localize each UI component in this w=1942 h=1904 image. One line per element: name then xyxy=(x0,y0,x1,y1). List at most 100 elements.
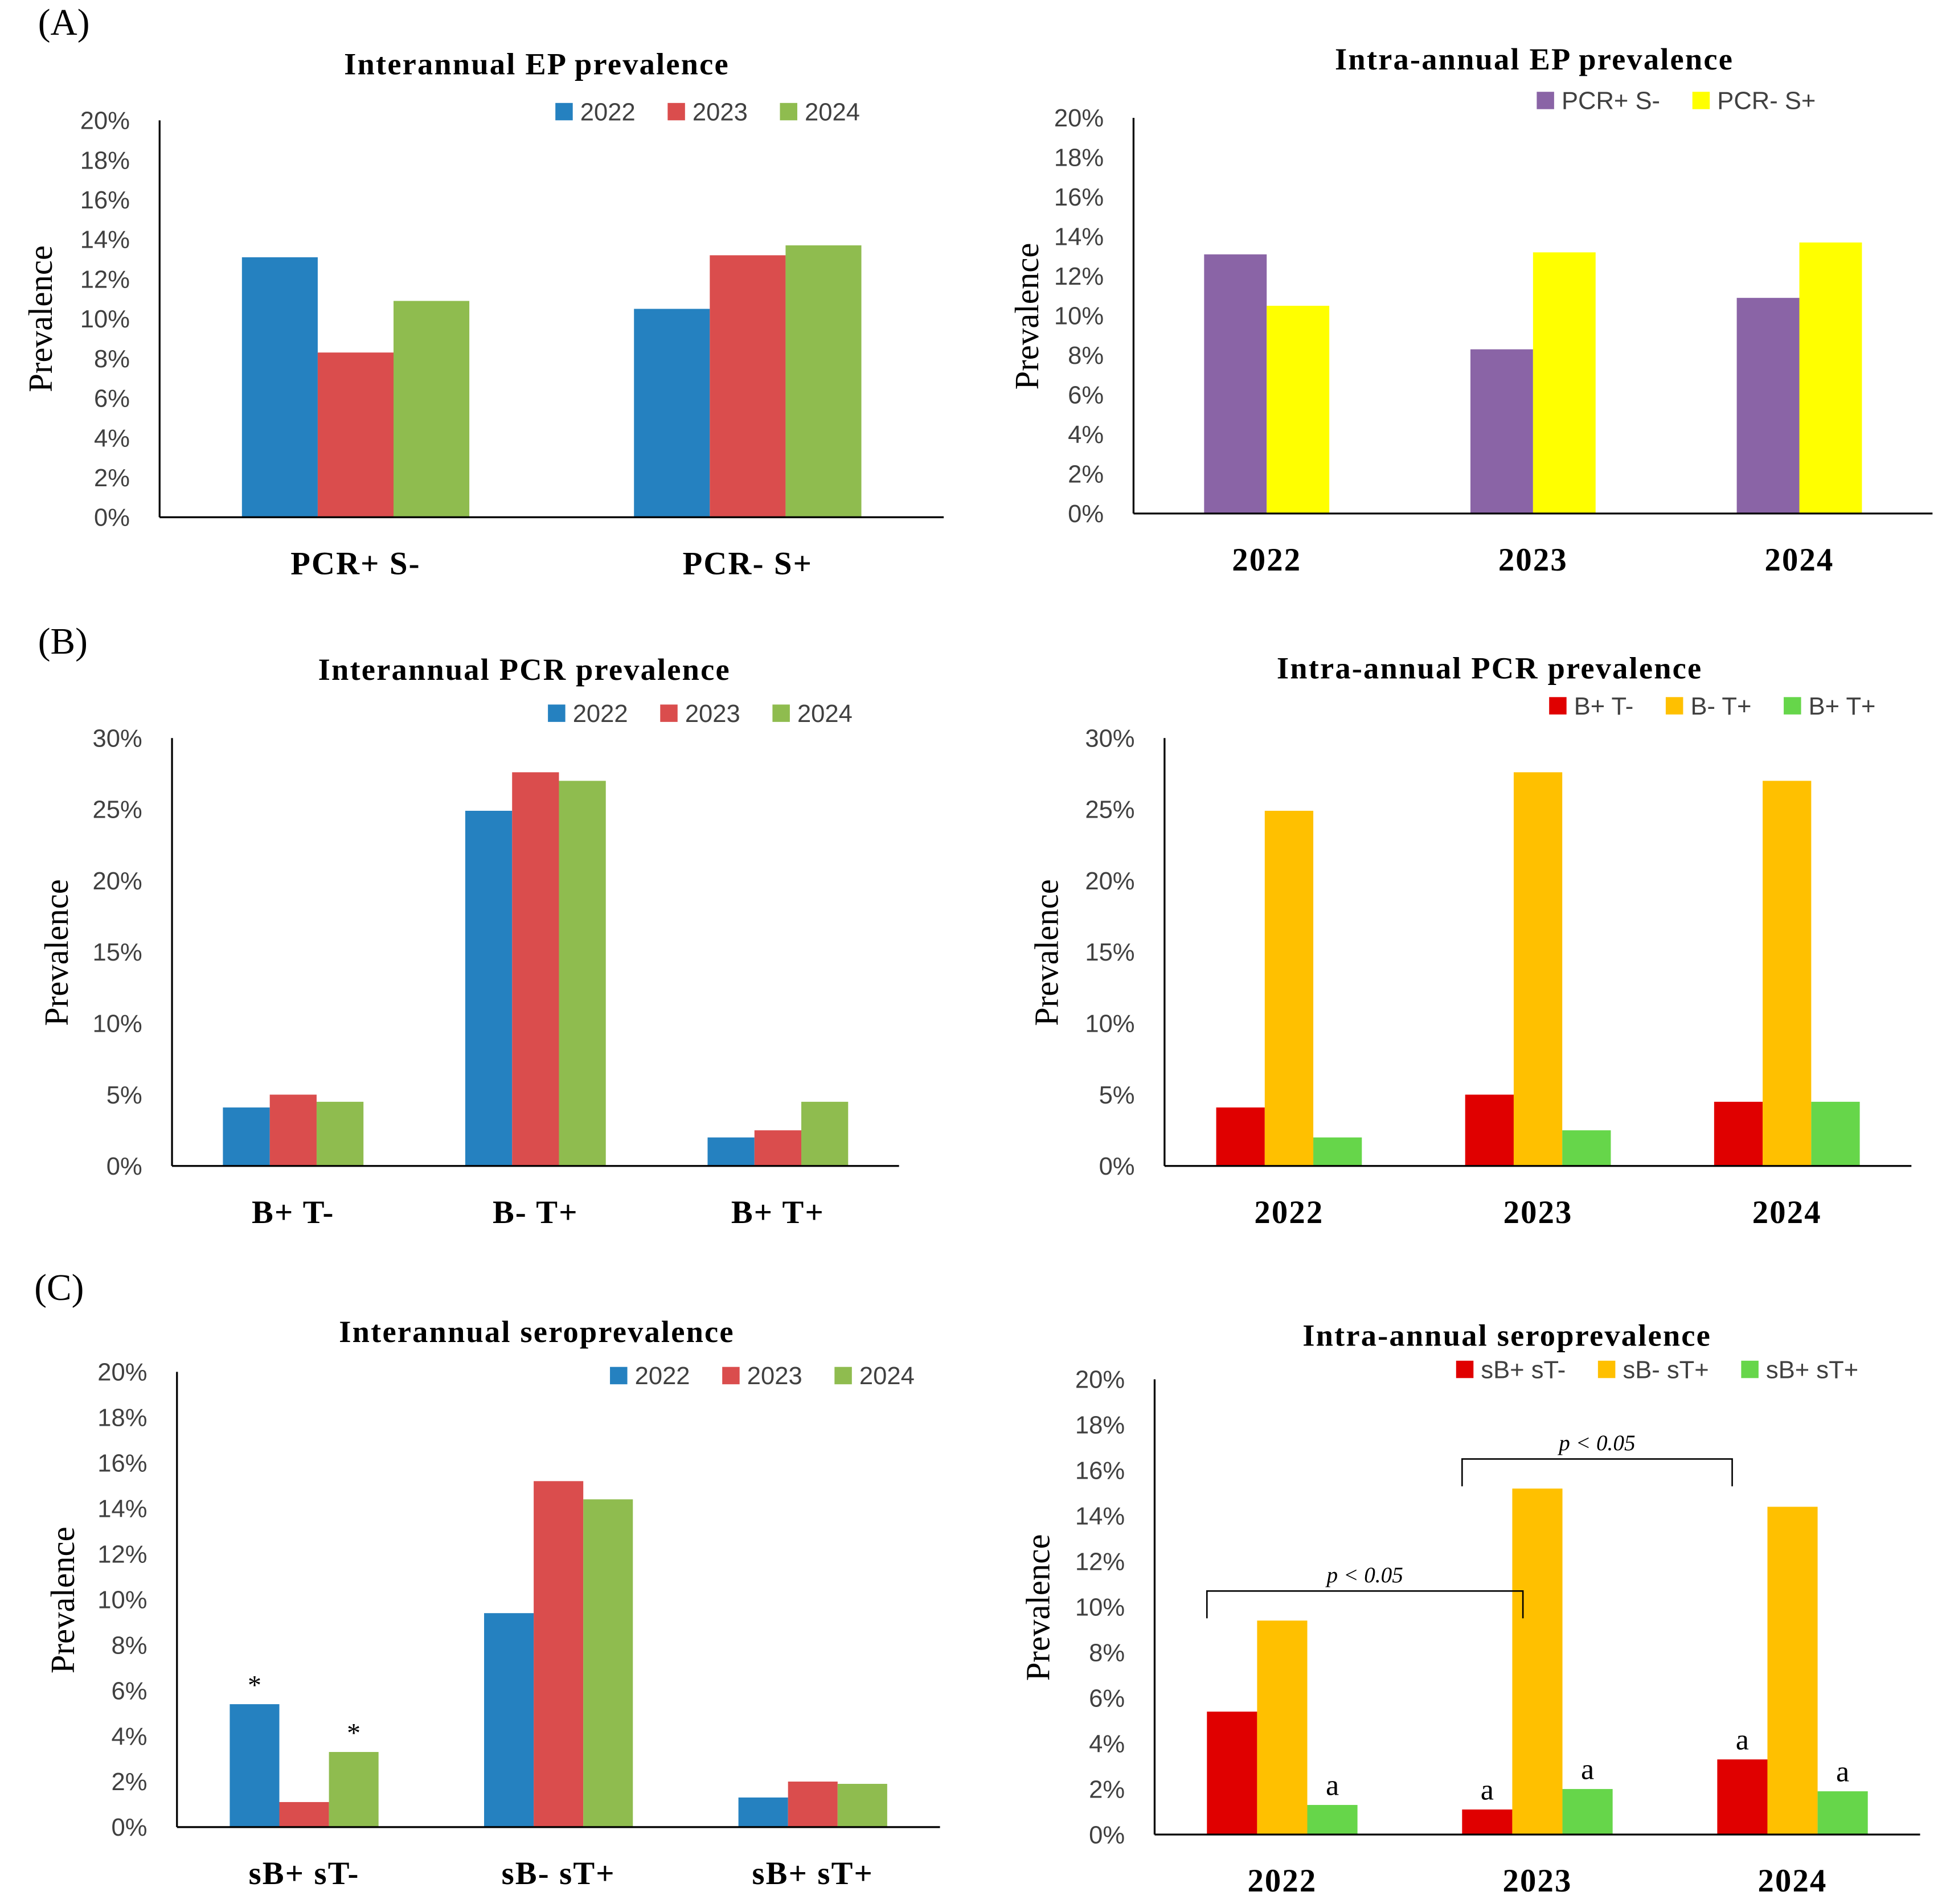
legend-entry: 2024 xyxy=(797,700,853,728)
y-tick-label: 16% xyxy=(80,187,130,214)
legend-swatch xyxy=(555,102,573,121)
legend-swatch xyxy=(1741,1360,1759,1378)
y-tick-label: 4% xyxy=(1089,1730,1125,1758)
bar-BT-2024 xyxy=(1763,781,1812,1166)
bar-PCRS-2023 xyxy=(1533,252,1596,514)
y-axis-label: Prevalence xyxy=(22,245,59,392)
y-tick-label: 18% xyxy=(97,1405,147,1432)
y-tick-label: 14% xyxy=(97,1496,147,1523)
chart-title: Interannual EP prevalence xyxy=(344,47,730,81)
chart-panel-0: (A) Interannual EP prevalence Prevalence 0%… xyxy=(22,2,944,582)
bar-2022-PCRS xyxy=(634,309,710,518)
legend-swatch xyxy=(548,704,566,722)
bar-sBsT-2023 xyxy=(1512,1488,1563,1835)
bar-PCRS-2022 xyxy=(1204,254,1267,514)
legend-swatch xyxy=(667,102,685,121)
y-tick-label: 16% xyxy=(97,1450,147,1478)
significance-marker: a xyxy=(1481,1774,1494,1807)
y-axis-label: Prevalence xyxy=(1029,879,1066,1026)
y-tick-label: 6% xyxy=(1068,382,1104,409)
bar-2024-BT xyxy=(559,781,606,1166)
bar-sBsT-2022 xyxy=(1257,1620,1308,1835)
legend-swatch xyxy=(1549,697,1567,715)
x-tick-label: B+ T+ xyxy=(731,1195,825,1230)
bar-sBsT-2022 xyxy=(1207,1712,1257,1835)
y-tick-label: 8% xyxy=(1068,342,1104,370)
y-tick-label: 2% xyxy=(1068,461,1104,489)
y-tick-label: 0% xyxy=(94,504,130,532)
legend-entry: B- T+ xyxy=(1690,693,1751,720)
significance-marker: a xyxy=(1836,1755,1849,1788)
x-tick-label: 2023 xyxy=(1498,543,1568,578)
bar-BT-2022 xyxy=(1264,810,1314,1166)
bar-PCRS-2022 xyxy=(1267,306,1330,514)
bar-2024-sBsT xyxy=(837,1783,887,1827)
bar-2024-sBsT xyxy=(583,1499,633,1827)
significance-marker: a xyxy=(1736,1724,1749,1757)
y-tick-label: 0% xyxy=(1068,500,1104,528)
y-axis-label: Prevalence xyxy=(1019,1534,1056,1681)
y-tick-label: 14% xyxy=(1054,224,1104,251)
y-tick-label: 20% xyxy=(1075,1367,1125,1394)
legend-entry: B+ T- xyxy=(1574,693,1634,720)
y-tick-label: 6% xyxy=(112,1677,148,1705)
y-tick-label: 10% xyxy=(97,1586,147,1614)
legend-swatch xyxy=(610,1367,628,1385)
chart-title: Interannual seroprevalence xyxy=(339,1314,734,1349)
bar-2023-BT xyxy=(754,1130,802,1166)
bar-2022-BT xyxy=(465,810,513,1166)
y-tick-label: 6% xyxy=(94,385,130,413)
y-tick-label: 10% xyxy=(1075,1594,1125,1621)
bar-2024-BT xyxy=(316,1102,364,1166)
y-tick-label: 10% xyxy=(1054,303,1104,330)
bar-2024-BT xyxy=(801,1102,849,1166)
y-tick-label: 8% xyxy=(94,346,130,373)
legend-swatch xyxy=(1692,92,1710,109)
y-tick-label: 0% xyxy=(1099,1153,1135,1180)
y-tick-label: 2% xyxy=(94,465,130,492)
y-tick-label: 20% xyxy=(97,1359,147,1386)
bar-sBsT-2023 xyxy=(1462,1809,1513,1835)
significance-marker: a xyxy=(1326,1769,1339,1802)
y-tick-label: 0% xyxy=(106,1153,142,1180)
bar-BT-2022 xyxy=(1313,1137,1362,1166)
legend-swatch xyxy=(834,1367,852,1385)
chart-title: Intra-annual PCR prevalence xyxy=(1277,651,1703,686)
y-axis-label: Prevalence xyxy=(38,879,75,1026)
y-tick-label: 14% xyxy=(1075,1503,1125,1530)
y-tick-label: 10% xyxy=(93,1011,142,1038)
bar-BT-2022 xyxy=(1216,1107,1265,1166)
y-tick-label: 12% xyxy=(80,266,130,293)
y-tick-label: 8% xyxy=(112,1632,148,1659)
chart-title: Intra-annual EP prevalence xyxy=(1335,42,1734,76)
bar-2024-sBsT xyxy=(329,1752,379,1827)
x-tick-label: 2024 xyxy=(1765,543,1834,578)
y-tick-label: 30% xyxy=(1085,725,1134,752)
chart-panel-3: Intra-annual PCR prevalence Prevalence 0% 5… xyxy=(1029,651,1912,1230)
legend-entry: 2022 xyxy=(573,700,628,728)
bar-2024-PCRS xyxy=(785,245,862,518)
bar-2022-BT xyxy=(223,1107,270,1166)
chart-title: Interannual PCR prevalence xyxy=(318,652,731,687)
bar-2022-PCRS xyxy=(241,257,318,518)
y-tick-label: 12% xyxy=(97,1541,147,1568)
x-tick-label: 2023 xyxy=(1503,1195,1573,1230)
bar-PCRS-2024 xyxy=(1736,298,1800,514)
y-axis-label: Prevalence xyxy=(1009,243,1046,390)
bar-2023-sBsT xyxy=(279,1802,329,1827)
panel-label: (C) xyxy=(34,1267,84,1308)
significance-marker: * xyxy=(248,1671,261,1701)
bar-2022-sBsT xyxy=(484,1613,534,1827)
y-tick-label: 20% xyxy=(80,108,130,135)
legend-entry: B+ T+ xyxy=(1809,693,1876,720)
y-tick-label: 15% xyxy=(1085,939,1134,966)
chart-panel-4: (C) Interannual seroprevalence Prevalence 0… xyxy=(34,1267,940,1891)
y-tick-label: 18% xyxy=(1075,1412,1125,1439)
legend-entry: 2024 xyxy=(805,99,860,126)
significance-marker: a xyxy=(1581,1753,1594,1786)
bar-2022-sBsT xyxy=(738,1797,788,1827)
legend-entry: 2023 xyxy=(693,99,748,126)
bar-BT-2023 xyxy=(1562,1130,1611,1166)
bar-BT-2024 xyxy=(1811,1102,1860,1166)
